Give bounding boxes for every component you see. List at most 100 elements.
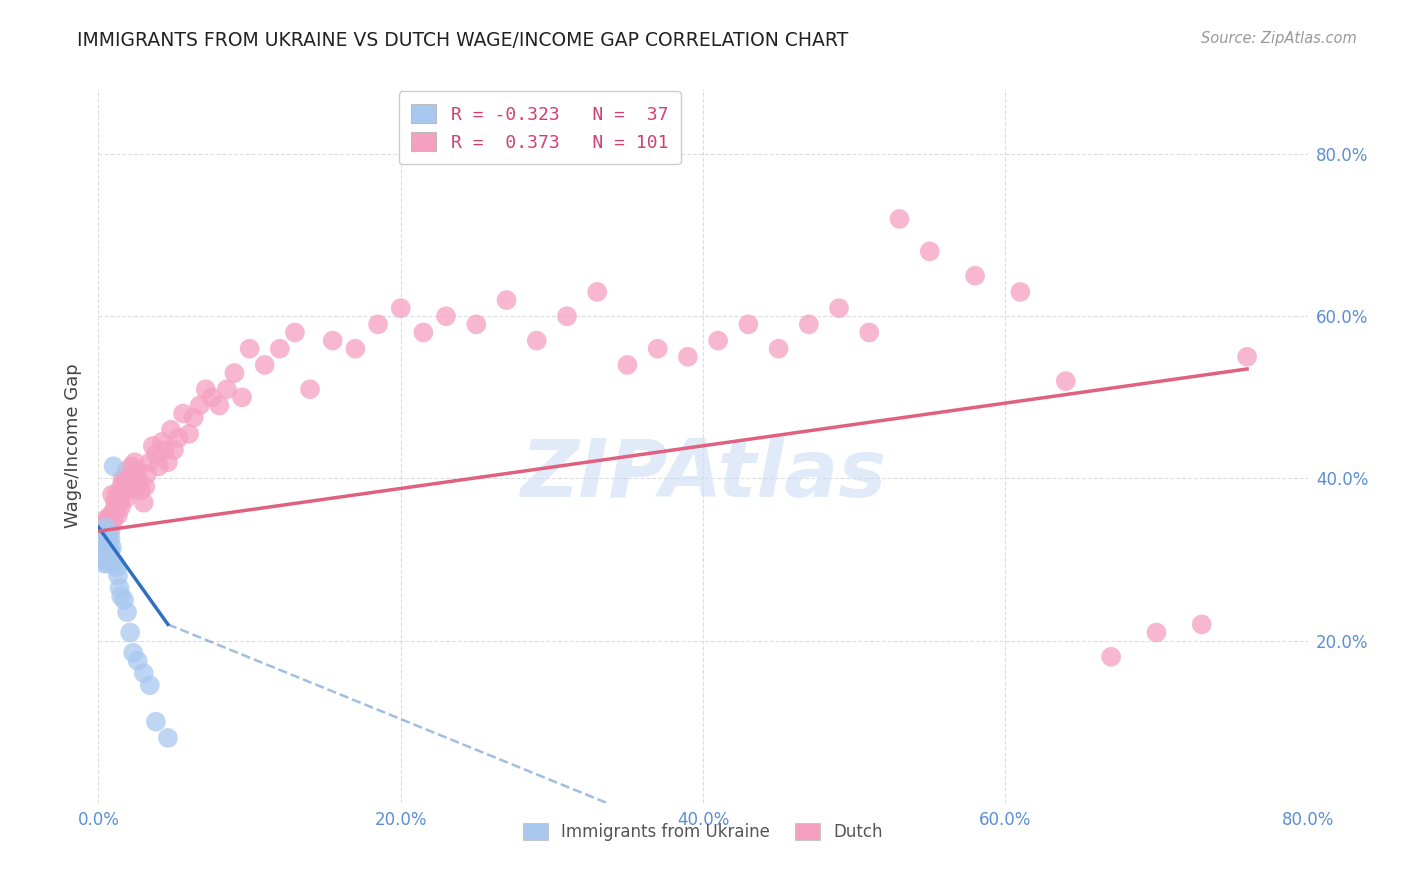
- Point: [103, 512, 125, 526]
- Point: [918, 244, 941, 259]
- Point: [94, 524, 117, 538]
- Point: [91, 524, 114, 538]
- Point: [108, 496, 131, 510]
- Point: [1099, 649, 1122, 664]
- Point: [90, 533, 112, 547]
- Point: [91, 536, 114, 550]
- Point: [98, 528, 121, 542]
- Point: [188, 399, 211, 413]
- Point: [1144, 625, 1167, 640]
- Point: [132, 496, 155, 510]
- Point: [194, 382, 217, 396]
- Point: [125, 479, 148, 493]
- Point: [142, 439, 165, 453]
- Point: [828, 301, 851, 315]
- Point: [107, 508, 129, 522]
- Point: [737, 318, 759, 332]
- Point: [148, 459, 170, 474]
- Point: [135, 467, 157, 482]
- Point: [121, 459, 143, 474]
- Point: [122, 471, 145, 485]
- Point: [889, 211, 911, 226]
- Point: [115, 605, 138, 619]
- Text: ZIPAtlas: ZIPAtlas: [520, 435, 886, 514]
- Point: [412, 326, 434, 340]
- Point: [208, 399, 231, 413]
- Point: [299, 382, 322, 396]
- Point: [115, 463, 138, 477]
- Point: [139, 455, 162, 469]
- Point: [94, 533, 117, 547]
- Point: [616, 358, 638, 372]
- Point: [586, 285, 609, 299]
- Point: [965, 268, 987, 283]
- Point: [145, 714, 167, 729]
- Point: [89, 528, 111, 542]
- Point: [389, 301, 412, 315]
- Point: [90, 533, 112, 547]
- Point: [253, 358, 276, 372]
- Point: [128, 475, 150, 490]
- Point: [124, 455, 146, 469]
- Point: [434, 310, 457, 324]
- Point: [163, 443, 186, 458]
- Point: [1054, 374, 1077, 388]
- Point: [96, 541, 118, 555]
- Point: [105, 560, 128, 574]
- Text: Source: ZipAtlas.com: Source: ZipAtlas.com: [1201, 31, 1357, 46]
- Point: [93, 557, 115, 571]
- Point: [103, 459, 125, 474]
- Point: [100, 544, 122, 558]
- Point: [89, 528, 111, 542]
- Point: [93, 528, 115, 542]
- Point: [96, 520, 118, 534]
- Point: [676, 350, 699, 364]
- Point: [179, 426, 201, 441]
- Point: [91, 552, 114, 566]
- Point: [555, 310, 578, 324]
- Point: [90, 524, 112, 538]
- Point: [100, 508, 122, 522]
- Point: [858, 326, 880, 340]
- Point: [90, 536, 112, 550]
- Point: [112, 593, 135, 607]
- Point: [183, 410, 205, 425]
- Point: [112, 475, 135, 490]
- Point: [120, 475, 142, 490]
- Point: [104, 504, 127, 518]
- Point: [495, 293, 517, 307]
- Point: [105, 488, 128, 502]
- Point: [98, 536, 121, 550]
- Point: [96, 528, 118, 542]
- Point: [101, 516, 124, 530]
- Point: [93, 516, 115, 530]
- Point: [104, 557, 127, 571]
- Point: [98, 552, 121, 566]
- Point: [129, 483, 152, 498]
- Point: [98, 520, 121, 534]
- Point: [104, 496, 127, 510]
- Point: [132, 666, 155, 681]
- Text: IMMIGRANTS FROM UKRAINE VS DUTCH WAGE/INCOME GAP CORRELATION CHART: IMMIGRANTS FROM UKRAINE VS DUTCH WAGE/IN…: [77, 31, 849, 50]
- Point: [526, 334, 548, 348]
- Point: [122, 646, 145, 660]
- Point: [96, 528, 118, 542]
- Point: [269, 342, 291, 356]
- Point: [344, 342, 367, 356]
- Point: [139, 678, 162, 692]
- Point: [797, 318, 820, 332]
- Point: [110, 500, 132, 514]
- Point: [101, 541, 124, 555]
- Point: [114, 471, 136, 485]
- Point: [224, 366, 246, 380]
- Point: [93, 528, 115, 542]
- Point: [1010, 285, 1032, 299]
- Point: [127, 463, 149, 477]
- Point: [647, 342, 669, 356]
- Point: [107, 568, 129, 582]
- Point: [284, 326, 307, 340]
- Point: [150, 434, 173, 449]
- Point: [367, 318, 389, 332]
- Point: [100, 533, 122, 547]
- Point: [94, 520, 117, 534]
